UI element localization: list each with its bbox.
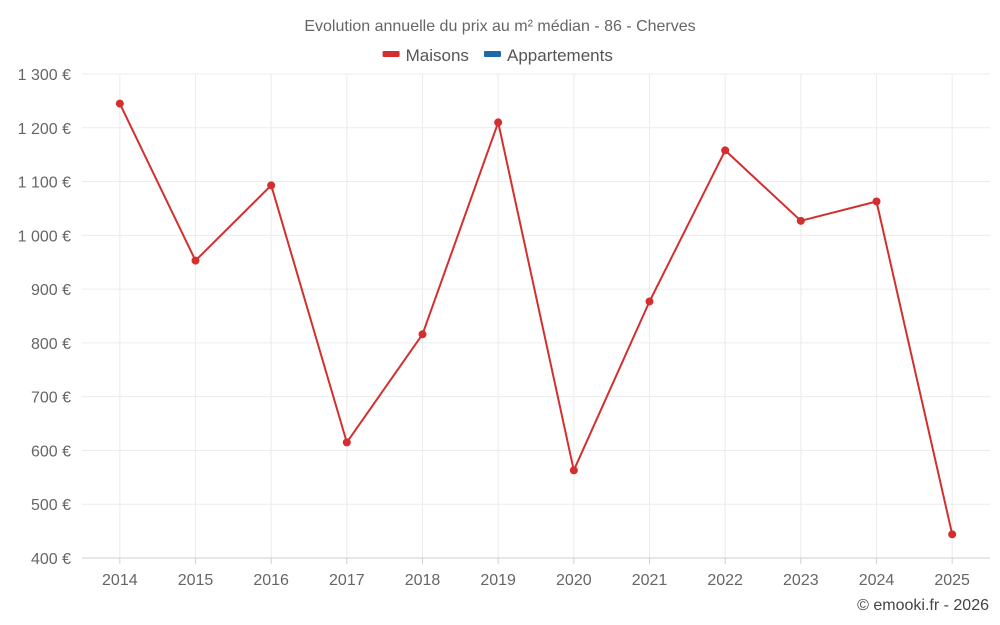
credit-text: © emooki.fr - 2026 xyxy=(857,597,989,614)
axes: 400 € 500 € 600 € 700 € 800 € 900 € 1 000 € 1 1… xyxy=(18,67,990,589)
data-point-2022[interactable] xyxy=(721,146,730,155)
y-tick-label: 500 € xyxy=(31,497,71,514)
x-tick-label: 2019 xyxy=(480,572,516,589)
x-tick-label: 2024 xyxy=(859,572,895,589)
x-tick-label: 2018 xyxy=(405,572,441,589)
series-line-maisons xyxy=(118,103,954,535)
data-point-2014[interactable] xyxy=(115,99,124,108)
x-tick-label: 2020 xyxy=(556,572,592,589)
data-point-2021[interactable] xyxy=(645,297,654,306)
legend-item-appartements[interactable]: Appartements xyxy=(484,46,613,65)
y-tick-label: 400 € xyxy=(31,551,71,568)
chart-title: Evolution annuelle du prix au m² médian … xyxy=(304,18,695,35)
y-tick-label: 600 € xyxy=(31,443,71,460)
legend-item-maisons[interactable]: Maisons xyxy=(382,46,469,65)
y-tick-label: 700 € xyxy=(31,390,71,407)
data-point-2018[interactable] xyxy=(418,330,427,339)
data-point-2025[interactable] xyxy=(948,530,957,539)
y-tick-label: 900 € xyxy=(31,282,71,299)
data-point-2019[interactable] xyxy=(494,118,503,127)
data-point-2023[interactable] xyxy=(796,216,805,225)
data-point-2020[interactable] xyxy=(569,466,578,475)
y-tick-label: 1 000 € xyxy=(18,228,71,245)
x-tick-label: 2022 xyxy=(707,572,743,589)
series-layer xyxy=(115,99,957,539)
y-tick-label: 1 100 € xyxy=(18,175,71,192)
legend: Maisons Appartements xyxy=(382,46,613,65)
y-tick-label: 1 200 € xyxy=(18,121,71,138)
x-tick-label: 2017 xyxy=(329,572,365,589)
grid-lines xyxy=(82,73,990,559)
legend-swatch xyxy=(382,51,400,57)
y-tick-label: 800 € xyxy=(31,336,71,353)
x-tick-label: 2023 xyxy=(783,572,819,589)
data-point-2016[interactable] xyxy=(267,181,276,190)
x-tick-label: 2021 xyxy=(632,572,668,589)
x-tick-label: 2015 xyxy=(178,572,214,589)
data-point-2024[interactable] xyxy=(872,197,881,206)
x-tick-label: 2014 xyxy=(102,572,138,589)
data-point-2017[interactable] xyxy=(342,438,351,447)
y-tick-label: 1 300 € xyxy=(18,67,71,84)
x-tick-label: 2016 xyxy=(253,572,289,589)
x-tick-label: 2025 xyxy=(934,572,970,589)
legend-swatch xyxy=(484,51,501,57)
data-point-2015[interactable] xyxy=(191,256,200,265)
legend-label: Appartements xyxy=(507,46,613,65)
legend-label: Maisons xyxy=(406,46,469,65)
